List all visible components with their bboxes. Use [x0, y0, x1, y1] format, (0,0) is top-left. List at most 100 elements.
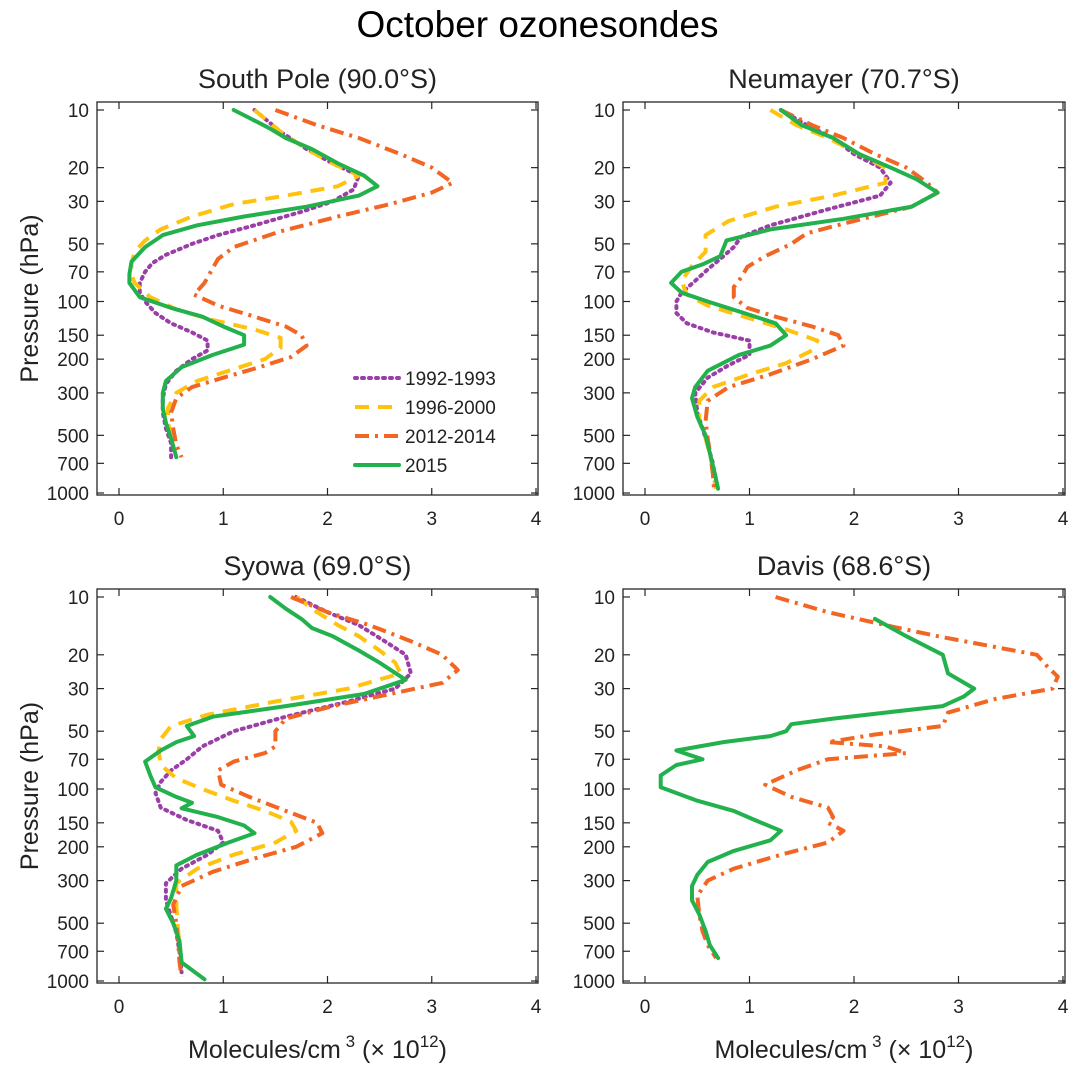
y-tick-label: 200: [57, 350, 89, 371]
y-tick-label: 150: [57, 326, 89, 347]
x-tick-label: 2: [322, 509, 333, 530]
y-tick-label: 70: [68, 750, 89, 771]
y-tick-label: 100: [583, 293, 615, 314]
x-tick-label: 1: [218, 509, 229, 530]
series-line-2012-2014: [171, 595, 460, 977]
y-tick-label: 1000: [573, 484, 615, 505]
panel-title: Syowa (69.0°S): [224, 551, 412, 581]
chart-panel-3: Syowa (69.0°S)10203050701001502003005007…: [16, 551, 542, 1064]
x-tick-label: 4: [531, 509, 542, 530]
figure-title: October ozonesondes: [356, 4, 719, 45]
panel-title: South Pole (90.0°S): [198, 64, 437, 94]
y-axis-label: Pressure (hPa): [16, 214, 44, 382]
y-tick-label: 700: [583, 454, 615, 475]
y-tick-label: 700: [57, 942, 89, 963]
y-tick-label: 300: [57, 384, 89, 405]
x-tick-label: 4: [1058, 997, 1069, 1018]
y-tick-label: 100: [583, 780, 615, 801]
panel-title: Neumayer (70.7°S): [728, 64, 959, 94]
plot-frame: [622, 588, 1066, 984]
x-tick-label: 3: [426, 509, 437, 530]
x-tick-label: 2: [322, 997, 333, 1018]
y-tick-label: 150: [583, 814, 615, 835]
x-tick-label: 0: [114, 509, 125, 530]
chart-panel-4: Davis (68.6°S)10203050701001502003005007…: [573, 551, 1069, 1064]
series-line-1996-2000: [679, 108, 888, 490]
chart-panel-1: South Pole (90.0°S)102030507010015020030…: [16, 64, 542, 530]
y-tick-label: 150: [57, 814, 89, 835]
y-tick-label: 20: [594, 646, 615, 667]
x-axis-label: Molecules/cm 3 (× 1012): [188, 1032, 447, 1063]
x-tick-label: 0: [114, 997, 125, 1018]
x-tick-label: 4: [531, 997, 542, 1018]
series-line-2015: [127, 108, 380, 460]
y-axis-label: Pressure (hPa): [16, 702, 44, 870]
y-tick-label: 10: [68, 588, 89, 609]
series-line-2012-2014: [695, 595, 1060, 960]
y-tick-label: 50: [68, 235, 89, 256]
x-tick-label: 3: [426, 997, 437, 1018]
y-tick-label: 50: [594, 235, 615, 256]
y-tick-label: 30: [68, 192, 89, 213]
x-tick-label: 3: [953, 509, 964, 530]
y-tick-label: 300: [57, 872, 89, 893]
y-tick-label: 10: [594, 588, 615, 609]
y-tick-label: 500: [583, 426, 615, 447]
panel-title: Davis (68.6°S): [757, 551, 931, 581]
y-tick-label: 100: [57, 293, 89, 314]
x-axis-label: Molecules/cm 3 (× 1012): [715, 1032, 974, 1063]
y-tick-label: 10: [68, 101, 89, 122]
y-tick-label: 200: [583, 350, 615, 371]
legend-label: 1996-2000: [405, 398, 496, 419]
x-tick-label: 1: [744, 997, 755, 1018]
y-tick-label: 300: [583, 384, 615, 405]
plot-frame: [622, 101, 1066, 496]
y-tick-label: 200: [583, 838, 615, 859]
series-line-1992-1993: [674, 108, 893, 487]
x-tick-label: 0: [640, 997, 651, 1018]
series-line-2015: [143, 595, 408, 982]
y-tick-label: 500: [57, 426, 89, 447]
y-tick-label: 30: [68, 680, 89, 701]
plot-frame: [96, 588, 539, 984]
y-tick-label: 30: [594, 192, 615, 213]
series-line-2015: [658, 616, 977, 961]
y-tick-label: 20: [594, 159, 615, 180]
series-line-1996-2000: [156, 595, 403, 963]
legend-label: 1992-1993: [405, 369, 496, 390]
y-tick-label: 50: [594, 722, 615, 743]
y-tick-label: 700: [57, 454, 89, 475]
y-tick-label: 70: [594, 263, 615, 284]
y-tick-label: 20: [68, 646, 89, 667]
y-tick-label: 50: [68, 722, 89, 743]
series-line-2015: [669, 108, 940, 491]
plot-frame: [96, 101, 539, 496]
y-tick-label: 10: [594, 101, 615, 122]
x-tick-label: 0: [640, 509, 651, 530]
x-tick-label: 3: [953, 997, 964, 1018]
x-tick-label: 1: [744, 509, 755, 530]
x-tick-label: 2: [849, 997, 860, 1018]
y-tick-label: 100: [57, 780, 89, 801]
series-line-2012-2014: [169, 108, 455, 458]
y-tick-label: 300: [583, 872, 615, 893]
y-tick-label: 70: [68, 263, 89, 284]
series-line-2012-2014: [703, 108, 940, 489]
series-line-1992-1993: [153, 595, 413, 975]
y-tick-label: 1000: [47, 484, 89, 505]
y-tick-label: 700: [583, 942, 615, 963]
y-tick-label: 1000: [573, 972, 615, 993]
y-tick-label: 20: [68, 159, 89, 180]
series-line-1996-2000: [129, 108, 361, 436]
y-tick-label: 150: [583, 326, 615, 347]
legend-label: 2015: [405, 456, 447, 477]
x-tick-label: 1: [218, 997, 229, 1018]
y-tick-label: 200: [57, 838, 89, 859]
y-tick-label: 1000: [47, 972, 89, 993]
x-tick-label: 4: [1058, 509, 1069, 530]
y-tick-label: 500: [57, 914, 89, 935]
y-tick-label: 30: [594, 680, 615, 701]
x-tick-label: 2: [849, 509, 860, 530]
